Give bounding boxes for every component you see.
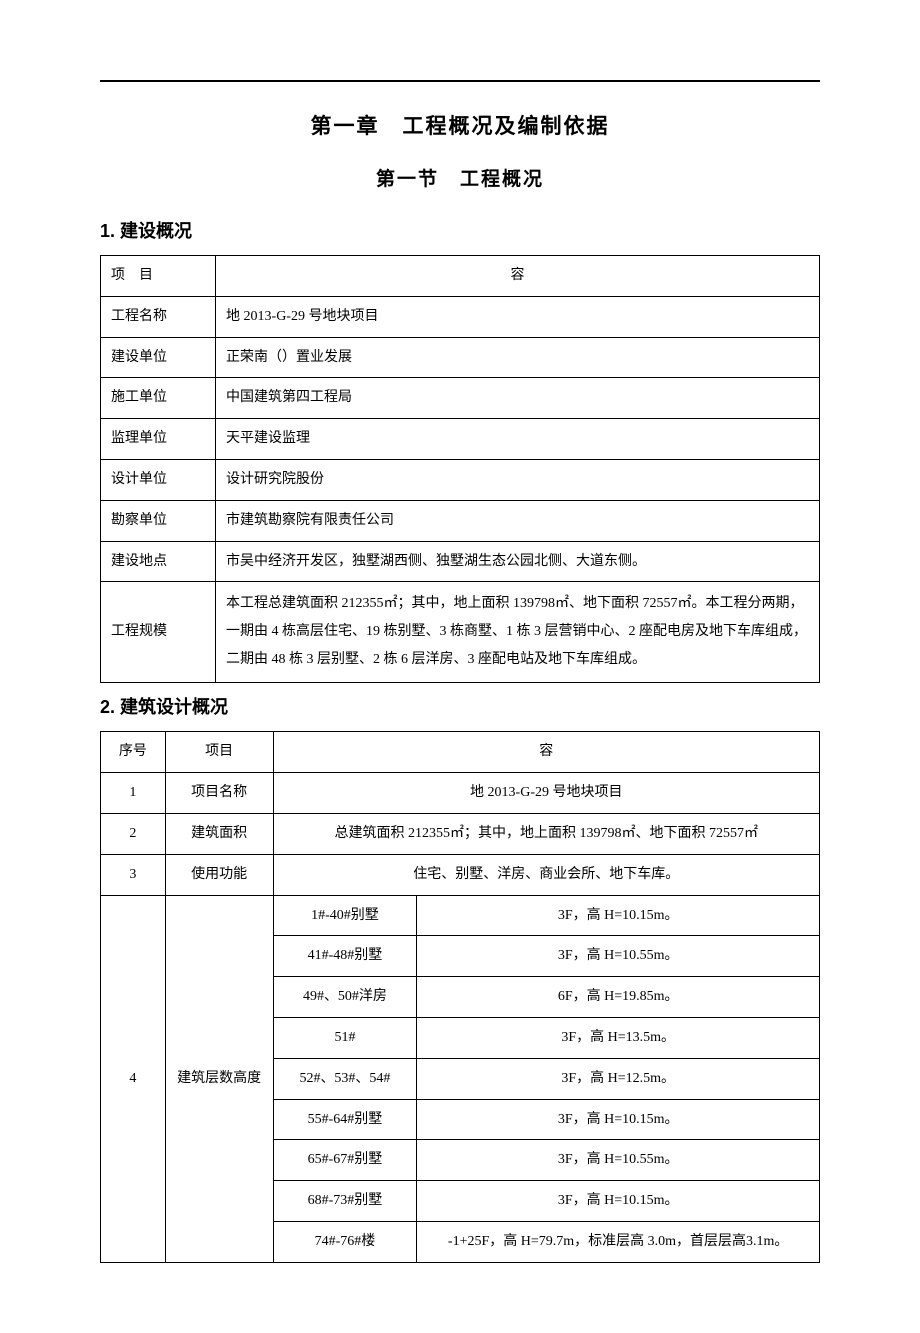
sub-label: 51# (273, 1017, 417, 1058)
table-row: 4 建筑层数高度 1#-40#别墅 3F，高 H=10.15m。 (101, 895, 820, 936)
row-value: 地 2013-G-29 号地块项目 (216, 296, 820, 337)
sub-label: 41#-48#别墅 (273, 936, 417, 977)
sub-label: 68#-73#别墅 (273, 1181, 417, 1222)
row-content: 地 2013-G-29 号地块项目 (273, 773, 819, 814)
sub-value: 3F，高 H=12.5m。 (417, 1058, 820, 1099)
sub-label: 65#-67#别墅 (273, 1140, 417, 1181)
row-label: 施工单位 (101, 378, 216, 419)
row-value: 中国建筑第四工程局 (216, 378, 820, 419)
table-row: 勘察单位 市建筑勘察院有限责任公司 (101, 500, 820, 541)
row-seq: 1 (101, 773, 166, 814)
table-row: 项 目 容 (101, 256, 820, 297)
row-seq: 2 (101, 813, 166, 854)
sub-label: 52#、53#、54# (273, 1058, 417, 1099)
table-row: 2 建筑面积 总建筑面积 212355㎡；其中，地上面积 139798㎡、地下面… (101, 813, 820, 854)
row-label: 工程名称 (101, 296, 216, 337)
row-value: 天平建设监理 (216, 419, 820, 460)
section-title: 第一节 工程概况 (100, 164, 820, 191)
row-seq: 3 (101, 854, 166, 895)
table-row: 施工单位 中国建筑第四工程局 (101, 378, 820, 419)
top-divider (100, 80, 820, 82)
row-label: 勘察单位 (101, 500, 216, 541)
row-value: 正荣南（）置业发展 (216, 337, 820, 378)
row-seq: 4 (101, 895, 166, 1262)
table-header-seq: 序号 (101, 732, 166, 773)
row-label: 工程规模 (101, 582, 216, 683)
table-row: 序号 项目 容 (101, 732, 820, 773)
heading-design-overview: 2. 建筑设计概况 (100, 693, 820, 719)
table-row: 监理单位 天平建设监理 (101, 419, 820, 460)
row-value: 本工程总建筑面积 212355㎡；其中，地上面积 139798㎡、地下面积 72… (216, 582, 820, 683)
construction-overview-table: 项 目 容 工程名称 地 2013-G-29 号地块项目 建设单位 正荣南（）置… (100, 255, 820, 683)
design-overview-table: 序号 项目 容 1 项目名称 地 2013-G-29 号地块项目 2 建筑面积 … (100, 731, 820, 1262)
table-row: 建设地点 市吴中经济开发区，独墅湖西侧、独墅湖生态公园北侧、大道东侧。 (101, 541, 820, 582)
table-row: 工程规模 本工程总建筑面积 212355㎡；其中，地上面积 139798㎡、地下… (101, 582, 820, 683)
heading-construction-overview: 1. 建设概况 (100, 217, 820, 243)
table-header-item: 项目 (165, 732, 273, 773)
table-row: 工程名称 地 2013-G-29 号地块项目 (101, 296, 820, 337)
table-header-content: 容 (273, 732, 819, 773)
sub-value: 3F，高 H=10.15m。 (417, 895, 820, 936)
sub-label: 49#、50#洋房 (273, 977, 417, 1018)
sub-value: 3F，高 H=10.55m。 (417, 936, 820, 977)
row-item: 项目名称 (165, 773, 273, 814)
table-row: 3 使用功能 住宅、别墅、洋房、商业会所、地下车库。 (101, 854, 820, 895)
table-header-item: 项 目 (101, 256, 216, 297)
row-item: 建筑面积 (165, 813, 273, 854)
row-content: 总建筑面积 212355㎡；其中，地上面积 139798㎡、地下面积 72557… (273, 813, 819, 854)
sub-label: 1#-40#别墅 (273, 895, 417, 936)
row-item: 建筑层数高度 (165, 895, 273, 1262)
sub-value: 6F，高 H=19.85m。 (417, 977, 820, 1018)
sub-value: 3F，高 H=10.15m。 (417, 1181, 820, 1222)
row-item: 使用功能 (165, 854, 273, 895)
row-value: 设计研究院股份 (216, 459, 820, 500)
sub-label: 55#-64#别墅 (273, 1099, 417, 1140)
chapter-title: 第一章 工程概况及编制依据 (100, 110, 820, 140)
sub-value: 3F，高 H=10.55m。 (417, 1140, 820, 1181)
row-label: 建设地点 (101, 541, 216, 582)
sub-value: -1+25F，高 H=79.7m，标准层高 3.0m，首层层高3.1m。 (417, 1221, 820, 1262)
row-label: 设计单位 (101, 459, 216, 500)
sub-value: 3F，高 H=10.15m。 (417, 1099, 820, 1140)
row-content: 住宅、别墅、洋房、商业会所、地下车库。 (273, 854, 819, 895)
table-header-content: 容 (216, 256, 820, 297)
table-row: 建设单位 正荣南（）置业发展 (101, 337, 820, 378)
sub-value: 3F，高 H=13.5m。 (417, 1017, 820, 1058)
table-row: 1 项目名称 地 2013-G-29 号地块项目 (101, 773, 820, 814)
table-row: 设计单位 设计研究院股份 (101, 459, 820, 500)
row-label: 监理单位 (101, 419, 216, 460)
row-label: 建设单位 (101, 337, 216, 378)
sub-label: 74#-76#楼 (273, 1221, 417, 1262)
row-value: 市吴中经济开发区，独墅湖西侧、独墅湖生态公园北侧、大道东侧。 (216, 541, 820, 582)
row-value: 市建筑勘察院有限责任公司 (216, 500, 820, 541)
